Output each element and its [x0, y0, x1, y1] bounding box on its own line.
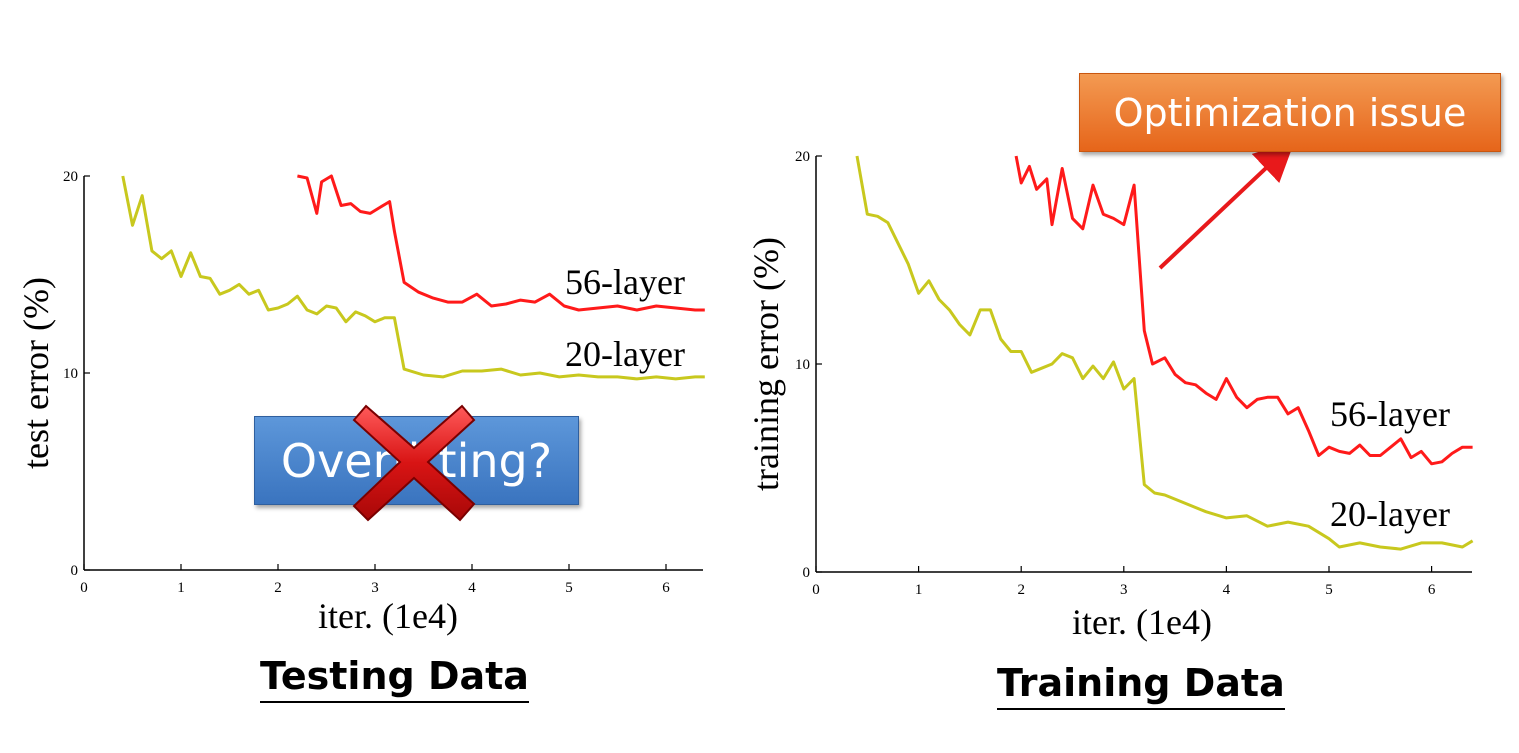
- testing-error-chart: 0 10 20 0 1 2 3 4 5 6 iter. (1e4) test error (%) 56-…: [16, 169, 705, 636]
- x-axis-label: iter. (1e4): [318, 596, 458, 636]
- series-label-56-layer: 56-layer: [565, 262, 685, 302]
- y-axis-label: test error (%): [16, 277, 56, 469]
- x-tick-label: 1: [915, 582, 923, 598]
- x-tick-label: 6: [1428, 582, 1436, 598]
- series-line-20-layer: [121, 175, 705, 381]
- x-tick-label: 2: [274, 580, 282, 596]
- optimization-label: Optimization issue: [1113, 90, 1467, 135]
- x-tick-label: 2: [1017, 582, 1025, 598]
- series-label-20-layer: 20-layer: [565, 334, 685, 374]
- training-data-caption: Training Data: [997, 664, 1285, 710]
- y-tick-label: 0: [803, 565, 811, 581]
- x-tick-label: 4: [1223, 582, 1231, 598]
- series-line-20-layer: [855, 155, 1474, 551]
- x-tick-label: 5: [565, 580, 573, 596]
- series-label-56-layer: 56-layer: [1330, 394, 1450, 434]
- x-tick-label: 4: [468, 580, 476, 596]
- x-tick-label: 1: [177, 580, 185, 596]
- x-tick-label: 6: [662, 580, 670, 596]
- training-error-chart: 0 10 20 0 1 2 3 4 5 6 iter. (1e4) training error (%…: [746, 149, 1474, 642]
- series-line-56-layer: [1014, 155, 1473, 466]
- y-tick-label: 20: [795, 149, 810, 165]
- optimization-callout: Optimization issue: [1079, 73, 1501, 152]
- x-tick-label: 5: [1325, 582, 1333, 598]
- y-tick-label: 0: [71, 563, 79, 579]
- x-tick-label: 3: [1120, 582, 1128, 598]
- y-tick-label: 20: [63, 169, 78, 185]
- y-tick-label: 10: [63, 366, 78, 382]
- x-tick-label: 3: [371, 580, 379, 596]
- testing-data-caption: Testing Data: [260, 657, 529, 703]
- y-tick-label: 10: [795, 357, 810, 373]
- series-label-20-layer: 20-layer: [1330, 494, 1450, 534]
- x-tick-label: 0: [80, 580, 88, 596]
- x-tick-label: 0: [812, 582, 820, 598]
- series-line-56-layer: [297, 174, 705, 312]
- optimization-arrow: [1158, 141, 1295, 270]
- x-axis-label: iter. (1e4): [1072, 602, 1212, 642]
- y-axis-label: training error (%): [746, 237, 786, 491]
- cross-mark-icon: [352, 404, 476, 522]
